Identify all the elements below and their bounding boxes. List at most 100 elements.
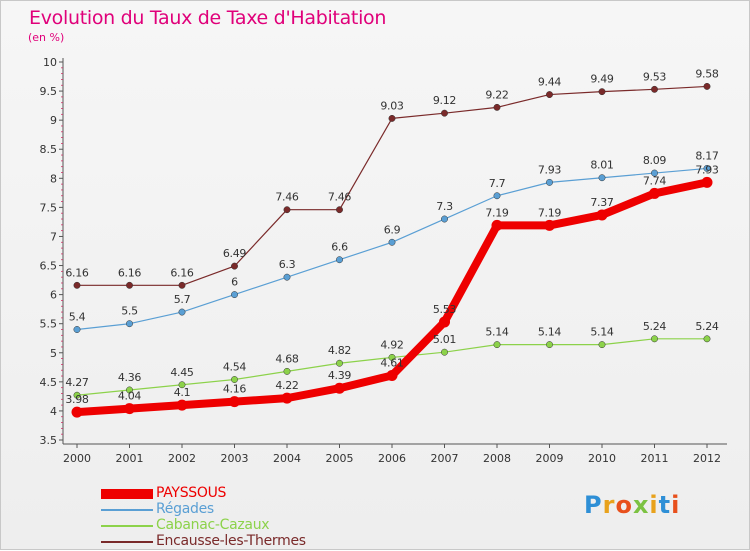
data-label: 5.14	[538, 326, 562, 339]
data-point	[546, 341, 553, 349]
data-point	[546, 178, 553, 186]
data-point	[651, 85, 658, 93]
x-tick-label: 2009	[536, 452, 564, 465]
logo-letter: x	[632, 491, 650, 519]
data-label: 6	[231, 276, 238, 289]
x-tick-label: 2007	[431, 452, 459, 465]
data-label: 6.49	[223, 247, 247, 260]
x-tick-label: 2005	[326, 452, 354, 465]
data-point	[388, 114, 396, 122]
data-label: 4.36	[118, 371, 142, 384]
data-point	[178, 281, 186, 289]
data-label: 7.3	[436, 200, 453, 213]
data-point	[126, 281, 133, 289]
data-label: 5.7	[174, 293, 191, 306]
data-point	[388, 238, 396, 246]
data-label: 4.92	[380, 338, 403, 351]
axes: 3.5 4 4.5 5 5.5 6 6.5 7 7.5 8 8.5 9 9.5 10 2000 2001 200…	[40, 56, 727, 465]
data-label: 4.61	[380, 356, 403, 369]
data-point	[124, 403, 135, 415]
data-point	[439, 316, 450, 328]
data-point	[493, 192, 501, 200]
data-point	[493, 103, 501, 111]
data-point	[493, 341, 501, 349]
data-label: 5.24	[695, 320, 719, 333]
data-label: 3.98	[65, 393, 89, 406]
data-label: 5.24	[643, 320, 667, 333]
data-point	[283, 367, 291, 375]
data-point	[336, 359, 343, 367]
data-point	[596, 209, 608, 221]
data-point	[703, 335, 711, 343]
data-label: 7.46	[275, 191, 299, 204]
data-label: 5.5	[121, 305, 138, 318]
data-point	[178, 381, 186, 389]
data-point	[386, 369, 398, 381]
logo-letter: i	[671, 491, 681, 519]
legend-swatch	[101, 525, 153, 527]
data-label: 5.14	[485, 326, 509, 339]
data-point	[283, 206, 291, 214]
x-tick-label: 2011	[641, 452, 669, 465]
data-label: 9.44	[538, 76, 562, 89]
data-label: 4.45	[170, 366, 194, 379]
x-tick-label: 2012	[693, 452, 721, 465]
y-tick-label: 4	[50, 405, 57, 418]
chart-subtitle: (en %)	[28, 31, 65, 44]
x-tick-label: 2004	[273, 452, 301, 465]
legend-label: Cabanac-Cazaux	[156, 517, 270, 533]
data-label: 5.4	[69, 311, 86, 324]
data-label: 6.16	[118, 266, 142, 279]
x-tick-label: 2001	[116, 452, 144, 465]
series-line	[76, 167, 708, 331]
data-label: 7.46	[328, 191, 352, 204]
data-point	[231, 291, 238, 299]
data-label: 4.68	[275, 352, 299, 365]
data-point	[544, 219, 555, 231]
logo-letter: P	[584, 491, 603, 519]
data-label: 7.7	[489, 177, 506, 190]
data-label: 4.82	[328, 344, 351, 357]
x-tick-label: 2006	[378, 452, 406, 465]
data-label: 6.16	[170, 266, 194, 279]
data-point	[126, 320, 133, 328]
data-label: 7.19	[485, 206, 509, 219]
legend-swatch	[101, 541, 153, 543]
x-tick-label: 2010	[588, 452, 616, 465]
data-point	[441, 348, 448, 356]
y-tick-label: 3.5	[40, 434, 58, 447]
data-point	[598, 174, 606, 182]
data-labels: 6.16 6.16 6.16 6.49 7.46 7.46 9.03 9.12 9.22 9.44…	[65, 67, 719, 406]
data-label: 8.01	[590, 159, 613, 172]
data-label: 4.54	[223, 361, 247, 374]
data-point	[651, 169, 658, 177]
y-tick-label: 6	[50, 289, 57, 302]
data-point	[546, 91, 553, 99]
data-label: 6.9	[384, 223, 401, 236]
data-point	[598, 341, 606, 349]
data-point	[598, 88, 606, 96]
chart-title: Evolution du Taux de Taxe d'Habitation	[29, 7, 387, 29]
x-tick-label: 2000	[63, 452, 91, 465]
data-point	[441, 215, 448, 223]
data-label: 5.01	[433, 333, 456, 346]
data-point	[281, 392, 293, 404]
data-point	[126, 386, 133, 394]
data-point	[703, 164, 711, 172]
data-label: 9.49	[590, 73, 614, 86]
data-point	[231, 262, 238, 270]
data-point	[388, 353, 396, 361]
data-label: 9.12	[433, 94, 456, 107]
data-point	[73, 391, 81, 399]
data-label: 4.39	[328, 369, 352, 382]
data-point	[71, 406, 83, 418]
data-label: 9.53	[643, 70, 667, 83]
data-label: 4.22	[275, 379, 298, 392]
y-tick-label: 7.5	[40, 201, 58, 214]
data-point	[336, 256, 343, 264]
data-label: 4.1	[174, 386, 191, 399]
data-label: 4.27	[65, 376, 89, 389]
data-point	[178, 308, 186, 316]
data-label: 6.6	[331, 241, 348, 254]
